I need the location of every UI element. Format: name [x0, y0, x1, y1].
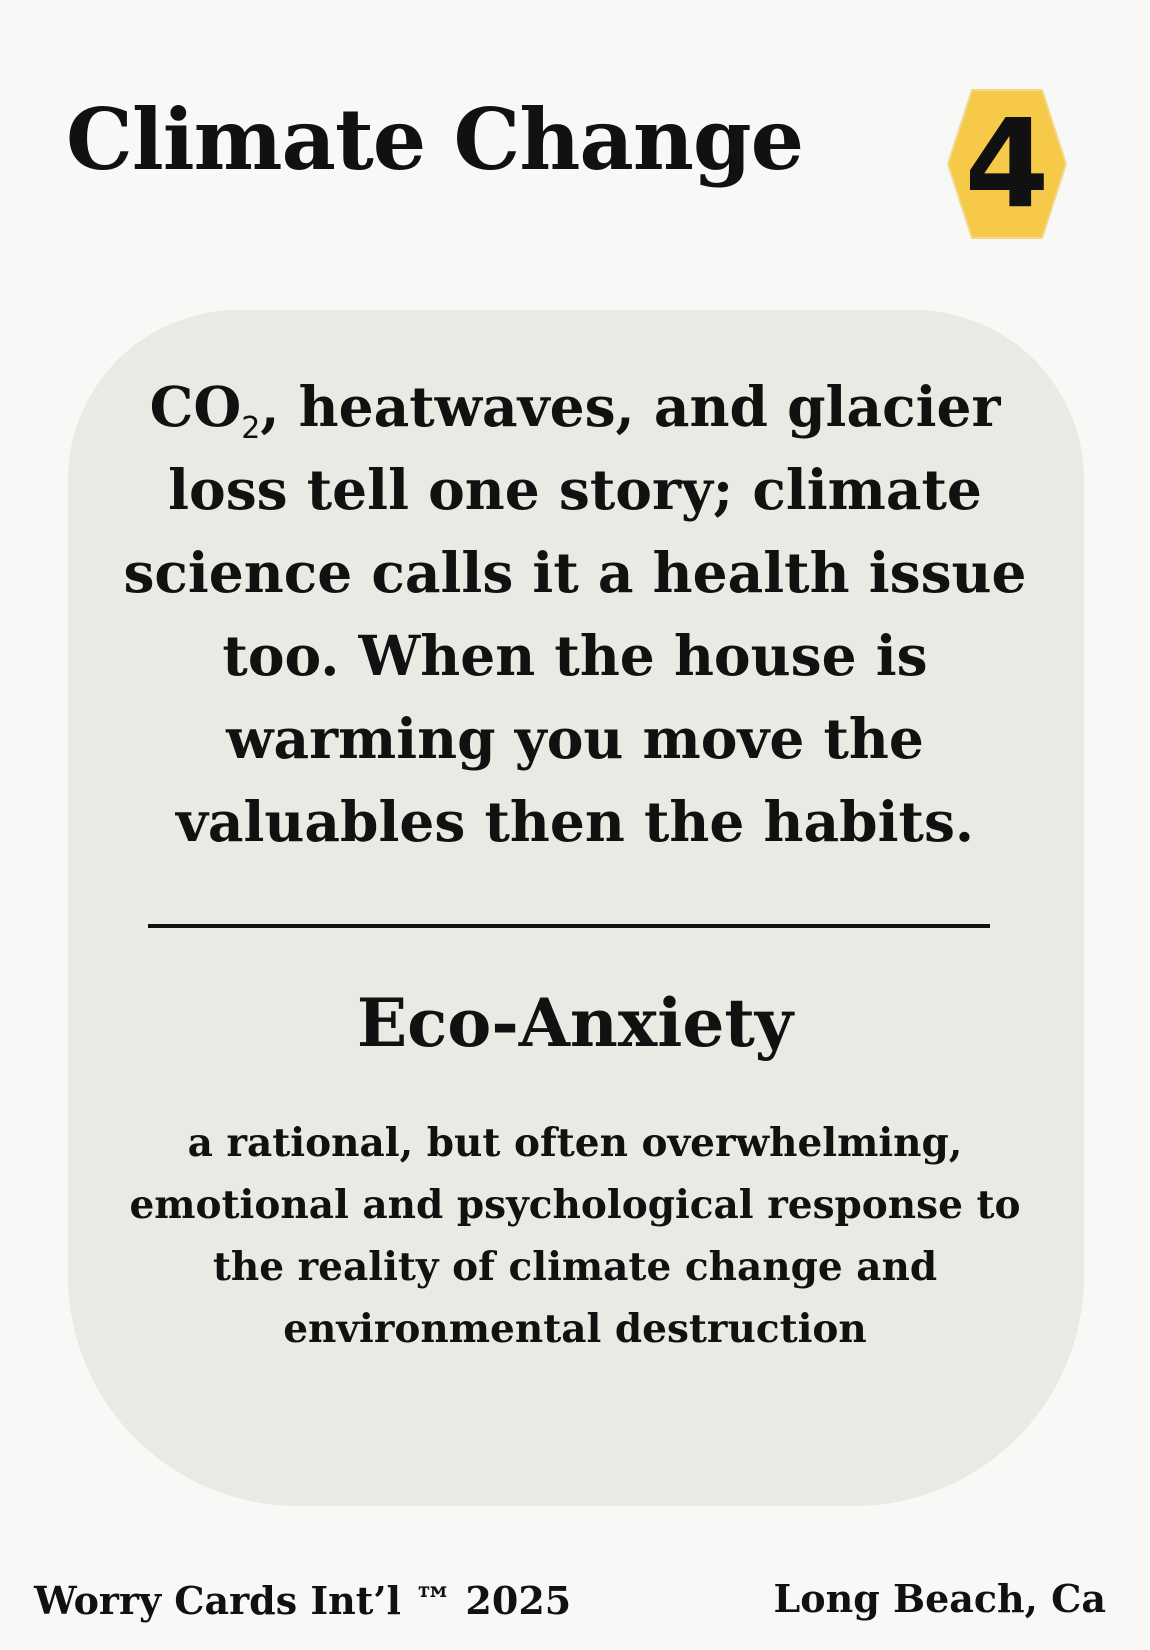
card-number: 4	[964, 93, 1050, 235]
intro-rest: , heatwaves, and glacier loss tell one s…	[123, 374, 1027, 854]
divider	[148, 924, 990, 928]
intro-text: CO2, heatwaves, and glacier loss tell on…	[90, 365, 1060, 863]
footer-location: Long Beach, Ca	[773, 1576, 1107, 1621]
footer-copyright: Worry Cards Int’l ™ 2025	[34, 1578, 572, 1623]
term-heading: Eco-Anxiety	[356, 984, 794, 1062]
card-title: Climate Change	[66, 90, 804, 189]
term-definition: a rational, but often overwhelming, emot…	[129, 1120, 1021, 1352]
content-panel	[68, 310, 1084, 1506]
intro-subscript: 2	[241, 411, 261, 446]
number-badge: 4	[946, 88, 1068, 240]
hexagon-badge-shape	[946, 89, 1068, 239]
intro-lead: CO	[149, 374, 242, 439]
